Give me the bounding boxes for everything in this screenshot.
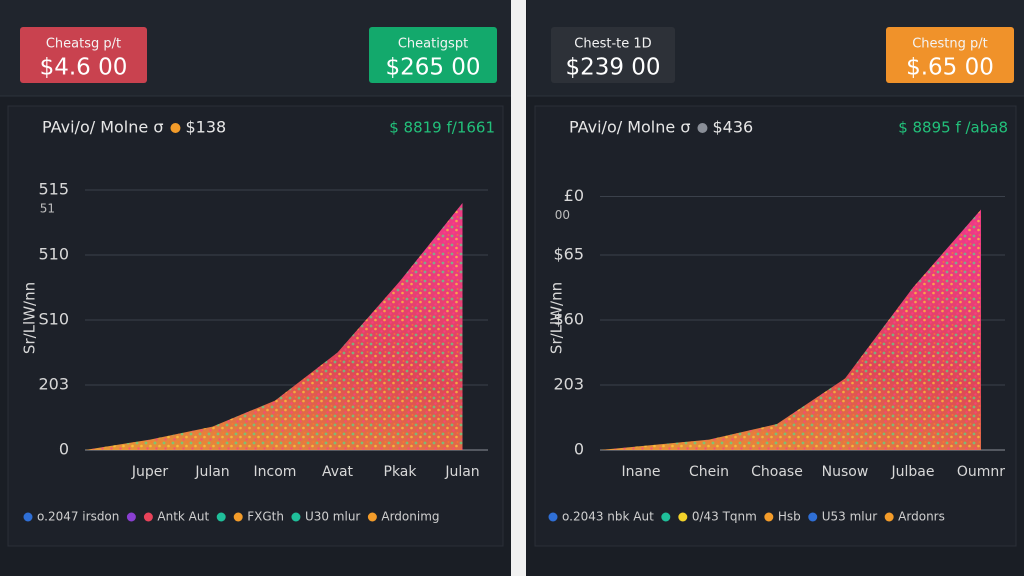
- summary-value: $436: [712, 118, 753, 137]
- legend-label: o.2047 irsdon: [37, 510, 119, 524]
- summary-dot: [697, 123, 708, 133]
- y-tick-label: 203: [38, 375, 69, 394]
- legend-dot: [367, 512, 377, 522]
- y-tick-label: 510: [38, 245, 69, 264]
- y-tick-label: 515: [38, 180, 69, 199]
- legend-dot: [661, 512, 671, 522]
- stat-card-value: $4.6 00: [40, 55, 128, 81]
- x-tick-label: Juper: [131, 464, 169, 480]
- legend-dot: [233, 512, 243, 522]
- x-tick-label: Pkak: [384, 464, 418, 480]
- y-tick-label: £0: [564, 186, 584, 205]
- y-tick-note: 51: [40, 202, 55, 216]
- legend-dot: [291, 512, 301, 522]
- panel-divider: [511, 0, 526, 576]
- legend-label: 0/43 Tqnm: [692, 510, 757, 524]
- stat-card: [551, 27, 675, 83]
- summary-value: $138: [185, 118, 226, 137]
- legend-dot: [678, 512, 688, 522]
- stat-card-label: Chest-te 1D: [574, 37, 651, 52]
- x-tick-label: Chein: [689, 464, 729, 480]
- summary-dot: [170, 123, 181, 133]
- stat-card: [20, 27, 147, 83]
- legend-dot: [216, 512, 226, 522]
- summary-label: PAvi/o/ Molne σ: [569, 118, 690, 137]
- footer-band: [527, 548, 1024, 576]
- y-tick-note: 00: [555, 208, 570, 222]
- y-tick-label: $60: [553, 310, 584, 329]
- legend-label: Antk Aut: [157, 510, 209, 524]
- legend-dot: [884, 512, 894, 522]
- x-tick-label: Avat: [322, 464, 354, 480]
- area-texture: [85, 203, 463, 450]
- summary-right: $ 8895 f /aba8: [898, 119, 1008, 137]
- x-tick-label: Choase: [751, 464, 803, 480]
- stat-card-value: $239 00: [565, 55, 660, 81]
- legend-dot: [764, 512, 774, 522]
- y-axis-title: Sr/LlW/nn: [548, 282, 566, 354]
- x-tick-label: Julan: [194, 464, 229, 480]
- stat-card-label: Cheatsg p/t: [46, 37, 121, 52]
- x-tick-label: Oumnr: [957, 464, 1005, 480]
- legend-label: Hsb: [778, 510, 801, 524]
- stat-card: [369, 27, 497, 83]
- stat-card-label: Cheatigspt: [398, 37, 468, 52]
- x-tick-label: Julbae: [891, 464, 935, 480]
- stat-card: [886, 27, 1014, 83]
- legend-label: Ardonimg: [381, 510, 439, 524]
- y-tick-label: 0: [59, 440, 69, 459]
- stat-card-value: $.65 00: [906, 55, 994, 81]
- area-texture: [600, 209, 981, 450]
- stat-card-value: $265 00: [385, 55, 480, 81]
- legend-dot: [23, 512, 33, 522]
- x-tick-label: Julan: [444, 464, 479, 480]
- footer-band: [0, 548, 511, 576]
- summary-right: $ 8819 f/1661: [389, 119, 495, 137]
- legend-label: U30 mlur: [305, 510, 360, 524]
- legend-dot: [126, 512, 136, 522]
- y-tick-label: 0: [574, 440, 584, 459]
- legend-dot: [808, 512, 818, 522]
- legend-dot: [143, 512, 153, 522]
- legend-label: FXGth: [247, 510, 284, 524]
- legend-label: Ardonrs: [898, 510, 945, 524]
- x-tick-label: Incom: [254, 464, 297, 480]
- legend-label: U53 mlur: [822, 510, 877, 524]
- y-tick-label: S10: [38, 310, 69, 329]
- y-tick-label: 203: [553, 375, 584, 394]
- summary-label: PAvi/o/ Molne σ: [42, 118, 163, 137]
- legend-label: o.2043 nbk Aut: [562, 510, 654, 524]
- stat-card-label: Chestng p/t: [912, 37, 988, 52]
- x-tick-label: Nusow: [822, 464, 869, 480]
- y-tick-label: $65: [553, 245, 584, 264]
- x-tick-label: Inane: [621, 464, 660, 480]
- y-axis-title: Sr/LlW/nn: [21, 282, 39, 354]
- legend-dot: [548, 512, 558, 522]
